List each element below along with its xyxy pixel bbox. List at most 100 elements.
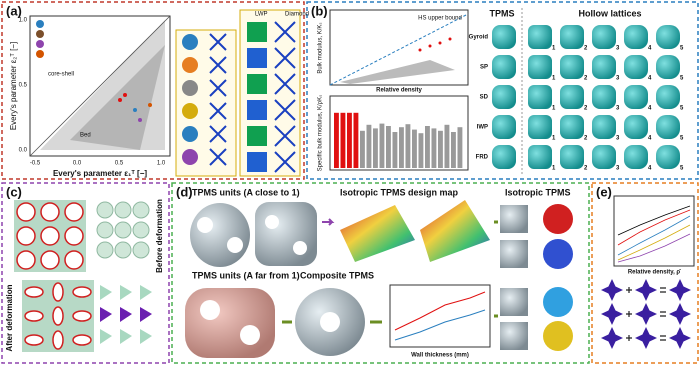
x-axis-label: Wall thickness (mm) (411, 353, 469, 359)
star-icon (601, 279, 623, 301)
lattice (120, 329, 132, 344)
thumbnail (247, 126, 267, 146)
lattice-icon (656, 145, 680, 169)
tpms-icon (492, 145, 516, 169)
x-axis-label: Every's parameter ε₁ᵀ [−] (53, 169, 147, 178)
column-label: 2 (584, 106, 588, 112)
column-label: 4 (648, 136, 652, 142)
panel-label: (d) (176, 184, 193, 199)
y-tick-label: 0.0 (19, 148, 28, 154)
note: Diamond (285, 12, 309, 18)
section-title: TPMS units (A close to 1) (192, 187, 300, 197)
thumbnail (274, 99, 296, 121)
thumbnail (247, 22, 267, 42)
cell (72, 310, 92, 322)
panel-label: (b) (311, 3, 328, 18)
row-label: IWP (477, 125, 488, 131)
cell (52, 282, 64, 302)
column-label: 1 (552, 136, 556, 142)
lattice (114, 241, 132, 259)
thumbnail (209, 125, 227, 143)
column-label: 4 (648, 106, 652, 112)
operator (626, 287, 666, 293)
lattice-icon (592, 115, 616, 139)
lattice-icon (624, 115, 648, 139)
star-icon (635, 279, 657, 301)
bar (379, 123, 385, 168)
y-axis-label: Every's parameter ε₂ᵀ [−] (9, 42, 18, 130)
column-title: TPMS (489, 8, 514, 18)
thumbnail (247, 48, 267, 68)
cell (52, 330, 64, 350)
section-title: Isotropic TPMS (505, 187, 571, 197)
bar (451, 132, 456, 168)
x-tick-label: 0.0 (73, 161, 82, 167)
star-icon (669, 303, 691, 325)
column-label: 2 (584, 76, 588, 82)
cell (24, 286, 44, 298)
column-label: 4 (648, 166, 652, 172)
lattice-icon (656, 55, 680, 79)
bar (353, 112, 359, 168)
thumbnail (247, 100, 267, 120)
lattice-icon (592, 55, 616, 79)
lattice (140, 285, 152, 300)
x-tick-label: 1.0 (157, 161, 166, 167)
tpms-icon (492, 25, 516, 49)
lattice (114, 221, 132, 239)
bar (418, 133, 424, 168)
column-label: 2 (584, 136, 588, 142)
bar (386, 126, 391, 168)
operator (626, 311, 666, 317)
panel-frame (1, 1, 305, 180)
bound-label: HS upper bound (418, 16, 462, 22)
state-label: After deformation (5, 284, 14, 351)
thumbnail (182, 149, 198, 165)
column-label: 4 (648, 46, 652, 52)
column-label: 5 (680, 76, 684, 82)
lattice (96, 201, 114, 219)
lattice (140, 307, 152, 322)
bar (405, 124, 411, 168)
column-label: 3 (616, 76, 620, 82)
y-axis-label: Specific bulk modulus, K/ρKₛ (318, 95, 324, 172)
x-tick-label: -0.5 (30, 161, 41, 167)
section-title: Isotropic TPMS design map (340, 187, 459, 197)
lattice (96, 221, 114, 239)
thumbnail (182, 34, 198, 50)
thumbnail (182, 57, 198, 73)
cell (40, 226, 60, 246)
column-label: 1 (552, 76, 556, 82)
operator (626, 335, 666, 341)
star-icon (669, 327, 691, 349)
lattice-icon (592, 145, 616, 169)
cell (72, 286, 92, 298)
row-label: SD (480, 95, 489, 101)
bar (425, 126, 430, 168)
bar (392, 132, 398, 168)
lattice-icon (528, 145, 552, 169)
illustrations (185, 200, 573, 358)
lattice-icon (624, 25, 648, 49)
y-tick-label: 1.0 (19, 18, 28, 24)
tpms-icon (492, 85, 516, 109)
lattice (100, 285, 112, 300)
column-label: 3 (616, 106, 620, 112)
note: core-shell (48, 72, 74, 78)
cell (40, 202, 60, 222)
thumbnail (247, 152, 267, 172)
note: LWP (255, 12, 268, 18)
star-icon (635, 327, 657, 349)
diagonal (29, 15, 171, 157)
panel-frame (306, 1, 699, 180)
lattice-icon (592, 85, 616, 109)
column-label: 5 (680, 106, 684, 112)
column-label: 5 (680, 136, 684, 142)
bar (412, 129, 417, 168)
cell (40, 250, 60, 270)
thumbnail (209, 33, 227, 51)
lattice-icon (528, 55, 552, 79)
cell (16, 202, 36, 222)
thumbnail (182, 80, 198, 96)
